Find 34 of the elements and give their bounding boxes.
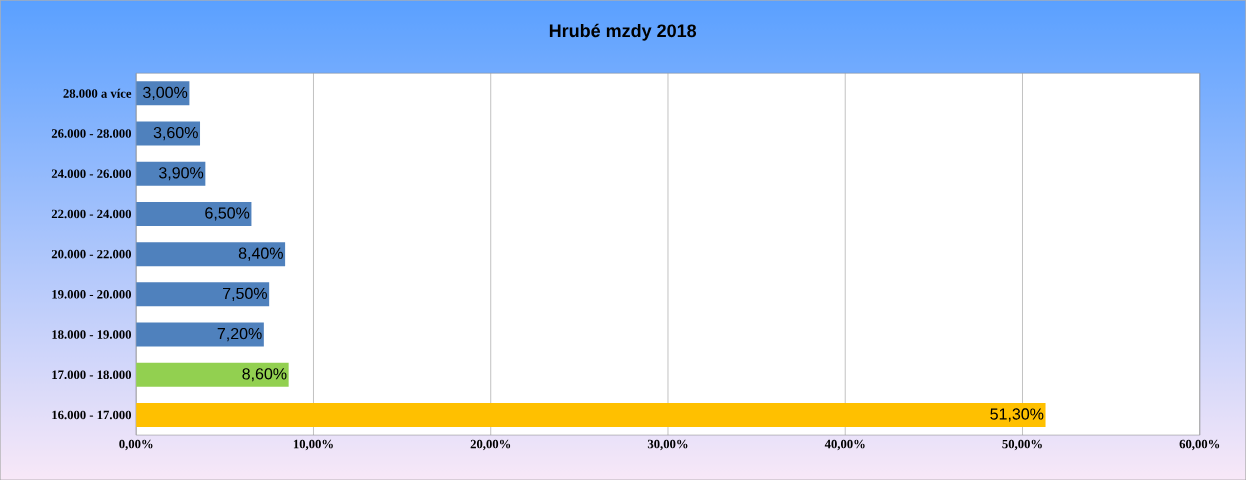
data-label: 51,30% bbox=[990, 408, 1044, 422]
y-tick-label: 24.000 - 26.000 bbox=[51, 169, 132, 178]
data-label: 3,00% bbox=[143, 86, 188, 100]
bar bbox=[136, 241, 286, 266]
y-tick-label: 17.000 - 18.000 bbox=[52, 370, 132, 379]
bar bbox=[136, 201, 252, 226]
y-tick-label: 20.000 - 22.000 bbox=[51, 249, 132, 259]
x-tick-label: 20,00% bbox=[470, 439, 511, 450]
x-tick-label: 0,00% bbox=[119, 439, 153, 450]
bar bbox=[136, 282, 270, 307]
chart-title: Hrubé mzdy 2018 bbox=[549, 23, 697, 41]
data-label: 7,20% bbox=[217, 327, 262, 342]
x-tick-label: 40,00% bbox=[824, 439, 865, 450]
x-tick-label: 60,00% bbox=[1179, 439, 1220, 450]
data-label: 3,90% bbox=[159, 166, 204, 181]
y-tick-label: 18.000 - 19.000 bbox=[52, 330, 132, 339]
bar bbox=[136, 402, 1046, 427]
y-tick-label: 19.000 - 20.000 bbox=[52, 289, 132, 299]
y-tick-label: 16.000 - 17.000 bbox=[52, 410, 132, 420]
y-tick-label: 28.000 a více bbox=[63, 88, 132, 98]
data-label: 3,60% bbox=[153, 126, 198, 140]
bar bbox=[136, 161, 206, 186]
data-label: 6,50% bbox=[205, 207, 250, 221]
data-label: 8,60% bbox=[242, 368, 287, 382]
y-tick-label: 26.000 - 28.000 bbox=[51, 129, 132, 138]
bar bbox=[136, 121, 201, 146]
data-label: 7,50% bbox=[223, 287, 267, 301]
data-label: 8,40% bbox=[238, 247, 283, 261]
bar bbox=[136, 362, 289, 387]
x-tick-label: 50,00% bbox=[1002, 439, 1042, 450]
bar bbox=[136, 322, 264, 347]
x-tick-label: 30,00% bbox=[647, 439, 688, 450]
x-tick-label: 10,00% bbox=[293, 439, 333, 450]
y-tick-label: 22.000 - 24.000 bbox=[51, 209, 132, 219]
